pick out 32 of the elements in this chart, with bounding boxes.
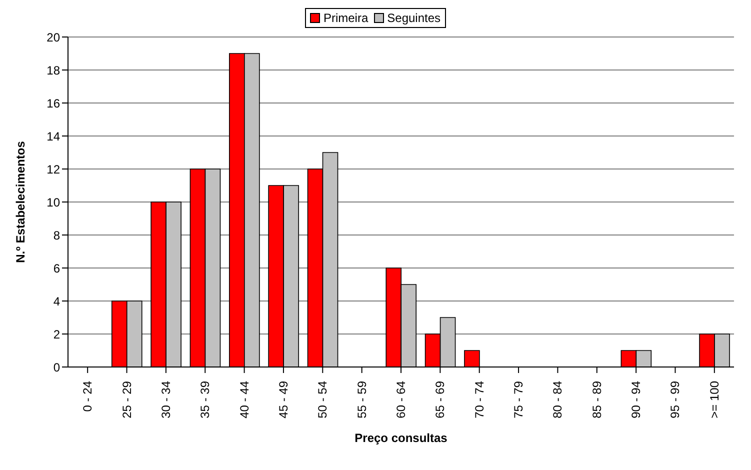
x-tick-label: 0 - 24 bbox=[80, 380, 95, 412]
x-tick-label: 70 - 74 bbox=[472, 380, 486, 418]
y-tick-label: 18 bbox=[46, 63, 60, 78]
y-tick-label: 14 bbox=[46, 129, 60, 144]
y-tick-label: 16 bbox=[46, 96, 60, 110]
x-tick-label: 45 - 49 bbox=[276, 380, 290, 418]
legend-label: Seguintes bbox=[386, 11, 441, 25]
y-tick-label: 6 bbox=[53, 261, 60, 276]
x-tick-label: 85 - 89 bbox=[590, 380, 604, 418]
x-tick-label: 40 - 44 bbox=[237, 380, 252, 418]
x-tick-label: 55 - 59 bbox=[354, 380, 369, 418]
x-tick-label: 65 - 69 bbox=[433, 380, 448, 418]
legend-label: Primeira bbox=[322, 11, 368, 25]
x-tick-label: 75 - 79 bbox=[512, 380, 526, 418]
y-tick-label: 2 bbox=[53, 327, 60, 342]
x-tick-label: 95 - 99 bbox=[668, 380, 682, 418]
y-tick-label: 10 bbox=[46, 195, 60, 210]
y-tick-label: 4 bbox=[53, 294, 60, 308]
y-tick-label: 12 bbox=[46, 162, 60, 176]
x-tick-label: 30 - 34 bbox=[158, 380, 173, 418]
x-tick-label: 80 - 84 bbox=[550, 380, 565, 418]
y-axis-title: N.º Estabelecimentos bbox=[13, 140, 28, 263]
y-tick-label: 20 bbox=[46, 30, 60, 44]
x-tick-label: 35 - 39 bbox=[198, 380, 212, 418]
x-tick-label: 50 - 54 bbox=[316, 380, 330, 418]
y-tick-label: 0 bbox=[53, 360, 60, 374]
x-tick-label: 60 - 64 bbox=[394, 380, 408, 418]
y-tick-label: 8 bbox=[53, 228, 60, 242]
x-axis-title: Preço consultas bbox=[354, 431, 448, 445]
x-tick-label: >= 100 bbox=[707, 380, 722, 418]
x-tick-label: 25 - 29 bbox=[120, 380, 134, 418]
x-tick-label: 90 - 94 bbox=[629, 380, 644, 418]
